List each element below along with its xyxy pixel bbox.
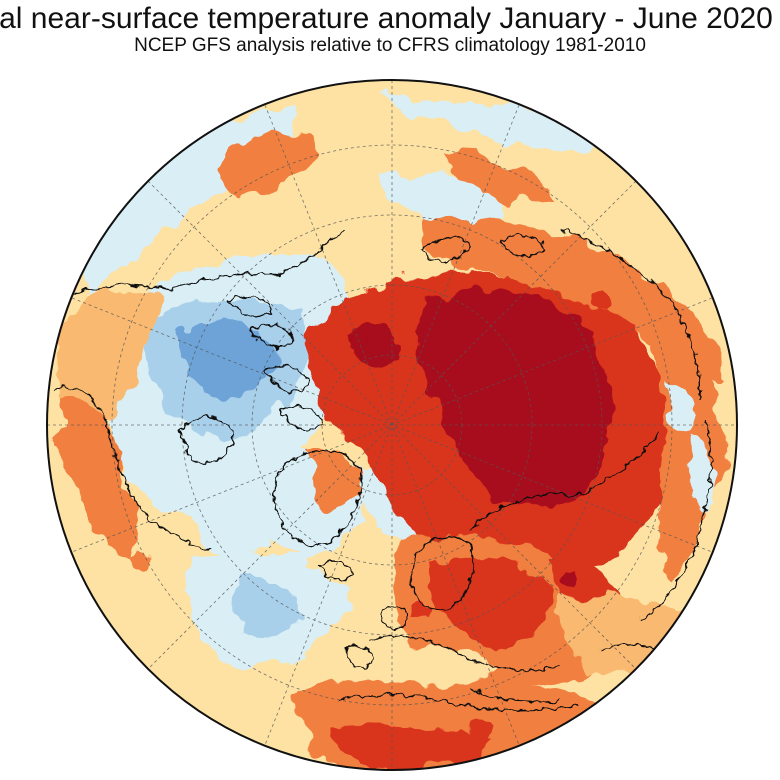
anomaly-pacific-warm [220, 133, 320, 195]
greenland-coast [273, 450, 362, 547]
map-subtitle: NCEP GFS analysis relative to CFRS clima… [134, 35, 646, 56]
map-title: al near-surface temperature anomaly Janu… [0, 2, 773, 35]
anomaly-north-pacific-cool [380, 95, 610, 152]
anomaly-field [55, 95, 730, 770]
globe-outline [46, 79, 738, 771]
anomaly-siberia-strong-warm [418, 289, 611, 504]
anomaly-alaska-warm [55, 290, 160, 431]
anomaly-detail [130, 290, 630, 742]
coastlines [54, 229, 712, 711]
graticule [47, 80, 737, 770]
globe [47, 80, 737, 770]
